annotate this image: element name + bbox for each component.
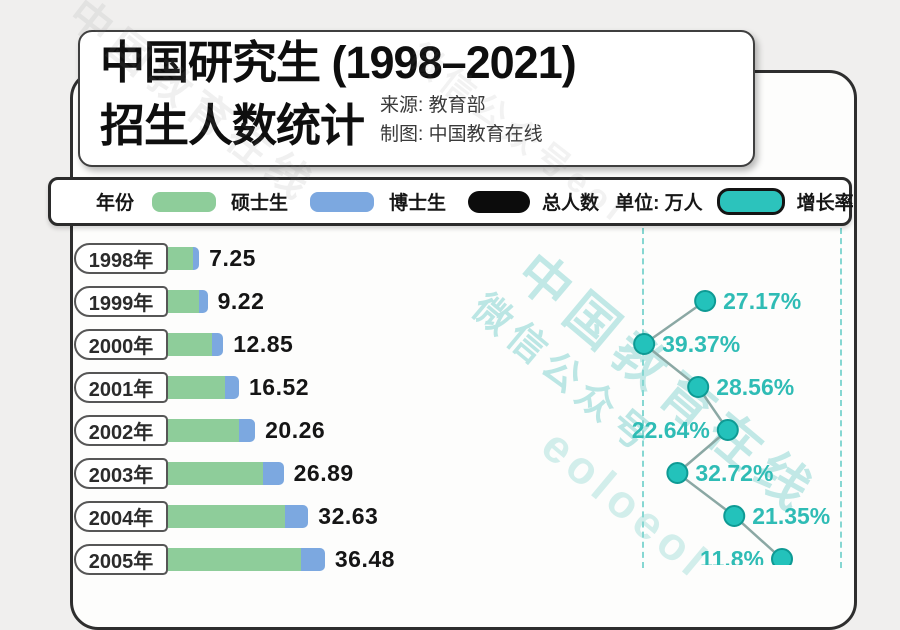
doctoral-segment (212, 332, 224, 356)
growth-axis-guide-right (840, 228, 842, 568)
bar-row: 2003年 26.89 (74, 457, 354, 489)
year-pill: 2004年 (74, 500, 168, 532)
bar-row: 2005年 36.48 (74, 543, 395, 575)
bar-row: 2004年 32.63 (74, 500, 378, 532)
legend-bar: 年份 硕士生 博士生 总人数 单位: 万人 增长率 (48, 177, 854, 226)
source-label: 来源: 教育部 (380, 95, 486, 116)
total-value-label: 7.25 (209, 244, 256, 271)
masters-segment (168, 246, 193, 270)
total-value-label: 9.22 (217, 287, 265, 314)
total-swatch (468, 190, 531, 213)
credit-label: 制图: 中国教育在线 (380, 124, 543, 145)
legend-masters-label: 硕士生 (231, 193, 289, 214)
stacked-bar (168, 289, 208, 313)
bar-row: 2000年 12.85 (74, 328, 293, 360)
year-pill: 2000年 (74, 328, 168, 360)
doctoral-segment (199, 289, 208, 313)
total-value-label: 36.48 (334, 545, 395, 572)
masters-segment (168, 461, 263, 485)
total-value-label: 20.26 (265, 416, 326, 443)
page-title-line1: 中国研究生 (1998–2021) (100, 37, 577, 88)
doctoral-segment (238, 418, 256, 442)
doctoral-segment (262, 461, 284, 485)
stacked-bar (168, 461, 284, 485)
masters-segment (168, 418, 239, 442)
doctoral-segment (192, 246, 200, 270)
year-pill: 2003年 (74, 457, 168, 489)
page-title-line2: 招生人数统计 (100, 100, 365, 151)
stacked-bar (168, 504, 309, 528)
legend-unit-label: 单位: 万人 (615, 193, 703, 214)
year-pill: 1998年 (74, 242, 168, 274)
masters-segment (168, 375, 226, 399)
stacked-bar (168, 246, 200, 270)
stacked-bar (168, 375, 240, 399)
legend-year-label: 年份 (96, 193, 135, 214)
year-pill: 2001年 (74, 371, 168, 403)
masters-segment (168, 504, 286, 528)
year-pill: 2005年 (74, 543, 168, 575)
legend-total-label: 总人数 (542, 193, 600, 214)
doctoral-segment (225, 375, 240, 399)
masters-segment (168, 547, 302, 571)
doctoral-swatch (310, 191, 375, 212)
stacked-bar (168, 547, 325, 571)
total-value-label: 12.85 (233, 330, 294, 357)
bar-row: 2002年 20.26 (74, 414, 325, 446)
bar-row: 2001年 16.52 (74, 371, 309, 403)
total-value-label: 26.89 (293, 459, 354, 486)
legend-growth-label: 增长率 (796, 193, 854, 214)
doctoral-segment (285, 504, 309, 528)
masters-swatch (152, 191, 217, 212)
stacked-bar (168, 332, 224, 356)
growth-swatch (716, 188, 785, 215)
legend-doctoral-label: 博士生 (389, 193, 447, 214)
total-value-label: 32.63 (318, 502, 379, 529)
masters-segment (168, 289, 200, 313)
title-box: 中国研究生 (1998–2021) 招生人数统计 来源: 教育部 制图: 中国教… (78, 30, 755, 167)
doctoral-segment (301, 547, 325, 571)
year-pill: 2002年 (74, 414, 168, 446)
total-value-label: 16.52 (249, 373, 310, 400)
stacked-bar (168, 418, 256, 442)
source-credit: 来源: 教育部 制图: 中国教育在线 (380, 91, 543, 155)
masters-segment (168, 332, 213, 356)
bar-row: 1998年 7.25 (74, 242, 256, 274)
bar-row: 1999年 9.22 (74, 285, 264, 317)
year-pill: 1999年 (74, 285, 168, 317)
